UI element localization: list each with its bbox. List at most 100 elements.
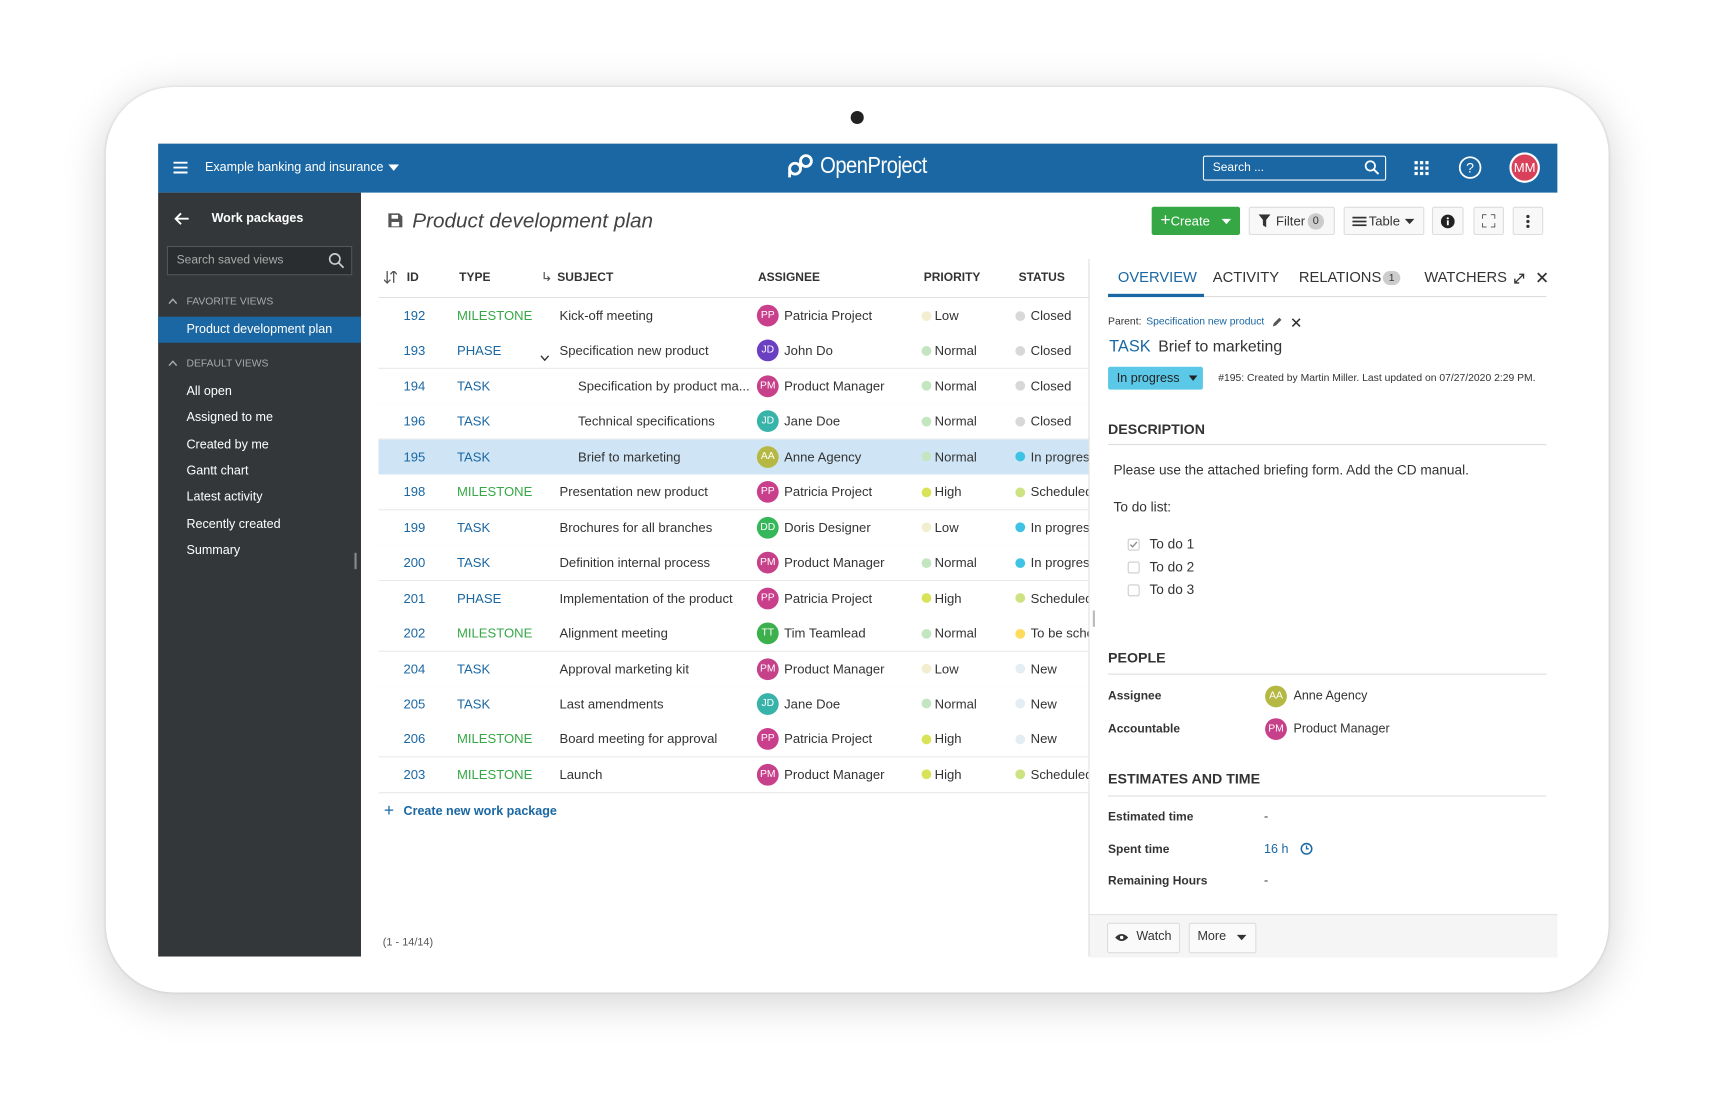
help-icon[interactable]: ? <box>1458 156 1482 180</box>
wp-subject[interactable]: Technical specifications <box>578 413 715 430</box>
saved-views-search[interactable] <box>166 245 353 276</box>
default-view[interactable]: Created by me <box>186 438 269 452</box>
wp-id[interactable]: 196 <box>403 413 426 430</box>
wp-id[interactable]: 206 <box>403 731 426 747</box>
table-row[interactable] <box>378 757 1089 794</box>
save-icon[interactable] <box>388 213 403 228</box>
wp-subject[interactable]: Specification new product <box>559 343 709 359</box>
table-row[interactable] <box>378 651 1089 688</box>
wp-subject[interactable]: Brochures for all branches <box>559 519 713 536</box>
favorite-view-selected[interactable] <box>158 316 361 343</box>
details-resize-grip[interactable] <box>1092 610 1095 627</box>
todo-checkbox[interactable] <box>1127 560 1140 573</box>
estimate-value[interactable]: 16 h <box>1264 842 1289 856</box>
favorite-collapse[interactable] <box>168 298 178 305</box>
wp-subject[interactable]: Definition internal process <box>559 555 711 571</box>
default-view[interactable]: Assigned to me <box>186 411 273 425</box>
people-name[interactable]: Anne Agency <box>1293 689 1368 703</box>
details-tab[interactable]: OVERVIEW <box>1117 268 1197 286</box>
todo-checkbox[interactable] <box>1127 538 1140 551</box>
table-row[interactable] <box>378 580 1089 617</box>
details-tab[interactable]: WATCHERS <box>1424 268 1507 286</box>
wp-id[interactable]: 195 <box>403 449 426 465</box>
assignee-name: Patricia Project <box>784 307 873 324</box>
close-icon[interactable] <box>1537 272 1548 283</box>
table-row[interactable] <box>378 333 1089 370</box>
parent-remove-icon[interactable] <box>1291 318 1301 328</box>
column-header[interactable]: SUBJECT <box>557 270 614 285</box>
info-button[interactable] <box>1431 206 1464 236</box>
wp-subject[interactable]: Alignment meeting <box>559 625 668 642</box>
saved-views-search-icon[interactable] <box>328 252 345 269</box>
wp-id[interactable]: 202 <box>403 625 426 642</box>
default-view[interactable]: Recently created <box>186 517 281 531</box>
wp-type: MILESTONE <box>456 625 533 642</box>
wp-subject[interactable]: Brief to marketing <box>578 449 681 465</box>
wp-subject[interactable]: Last amendments <box>559 696 664 712</box>
wp-subject[interactable]: Specification by product ma... <box>578 378 750 394</box>
wp-subject[interactable]: Approval marketing kit <box>559 661 689 677</box>
spent-time-clock[interactable] <box>1300 842 1313 855</box>
project-name[interactable]: Example banking and insurance <box>205 161 384 175</box>
wp-id[interactable]: 203 <box>403 767 426 783</box>
column-header[interactable]: ID <box>406 270 419 285</box>
expand-icon[interactable] <box>1514 273 1525 284</box>
column-header[interactable]: TYPE <box>459 270 491 285</box>
default-view[interactable]: Gantt chart <box>186 464 249 478</box>
search-icon[interactable] <box>1364 160 1380 175</box>
modules-icon[interactable] <box>1414 161 1429 176</box>
details-tab[interactable]: RELATIONS <box>1298 268 1382 286</box>
wp-id[interactable]: 193 <box>403 343 426 359</box>
table-row[interactable] <box>378 368 1089 405</box>
default-view[interactable]: All open <box>186 385 232 399</box>
create-plus-icon[interactable]: + <box>383 802 395 821</box>
back-arrow[interactable] <box>174 212 189 225</box>
default-view[interactable]: Latest activity <box>186 490 263 505</box>
table-row[interactable] <box>378 686 1089 723</box>
details-tab[interactable]: ACTIVITY <box>1212 268 1280 286</box>
more-button[interactable] <box>1188 922 1257 954</box>
wp-subject[interactable]: Board meeting for approval <box>559 731 718 747</box>
wp-id[interactable]: 194 <box>403 378 426 394</box>
parent-link[interactable]: Specification new product <box>1146 315 1265 328</box>
wp-id[interactable]: 200 <box>403 555 426 571</box>
hierarchy-icon[interactable] <box>543 272 552 284</box>
default-view[interactable]: Summary <box>186 543 241 557</box>
people-name[interactable]: Product Manager <box>1293 722 1390 736</box>
watch-button[interactable] <box>1106 922 1181 954</box>
todo-checkbox[interactable] <box>1127 583 1140 596</box>
wp-subject[interactable]: Brief to marketing <box>1158 338 1283 356</box>
wp-id[interactable]: 199 <box>403 519 426 536</box>
expand-chevron[interactable] <box>540 348 550 362</box>
column-header[interactable]: STATUS <box>1018 270 1065 285</box>
project-caret[interactable] <box>388 164 400 171</box>
sort-icon[interactable] <box>383 270 397 284</box>
favorite-view[interactable]: Product development plan <box>186 323 333 337</box>
column-header[interactable]: PRIORITY <box>923 270 981 285</box>
wp-id[interactable]: 201 <box>403 590 426 606</box>
search-box[interactable] <box>1202 155 1387 181</box>
wp-id[interactable]: 192 <box>403 307 426 324</box>
sidebar-resize-grip[interactable] <box>354 552 357 570</box>
wp-id[interactable]: 198 <box>403 484 426 500</box>
user-avatar[interactable]: MM <box>1509 152 1540 183</box>
wp-id[interactable]: 204 <box>403 661 426 677</box>
wp-subject[interactable]: Launch <box>559 767 603 783</box>
wp-subject[interactable]: Implementation of the product <box>559 590 733 606</box>
column-header[interactable]: ASSIGNEE <box>757 270 820 285</box>
estimates-heading: ESTIMATES AND TIME <box>1108 770 1261 787</box>
menu-icon[interactable] <box>173 161 188 174</box>
parent-edit-icon[interactable] <box>1272 317 1283 328</box>
description-text[interactable]: Please use the attached briefing form. A… <box>1113 462 1469 478</box>
status-button[interactable] <box>1108 366 1203 390</box>
create-work-package-link[interactable]: Create new work package <box>403 805 557 819</box>
wp-id[interactable]: 205 <box>403 696 426 712</box>
status: New <box>1030 661 1057 677</box>
default-collapse[interactable] <box>168 360 178 367</box>
estimates-line <box>1108 795 1547 797</box>
create-caret[interactable] <box>1221 218 1232 225</box>
wp-subject[interactable]: Kick-off meeting <box>559 307 654 324</box>
fullscreen-button[interactable] <box>1473 206 1504 236</box>
assignee-avatar: PM <box>756 763 779 786</box>
wp-subject[interactable]: Presentation new product <box>559 484 708 500</box>
